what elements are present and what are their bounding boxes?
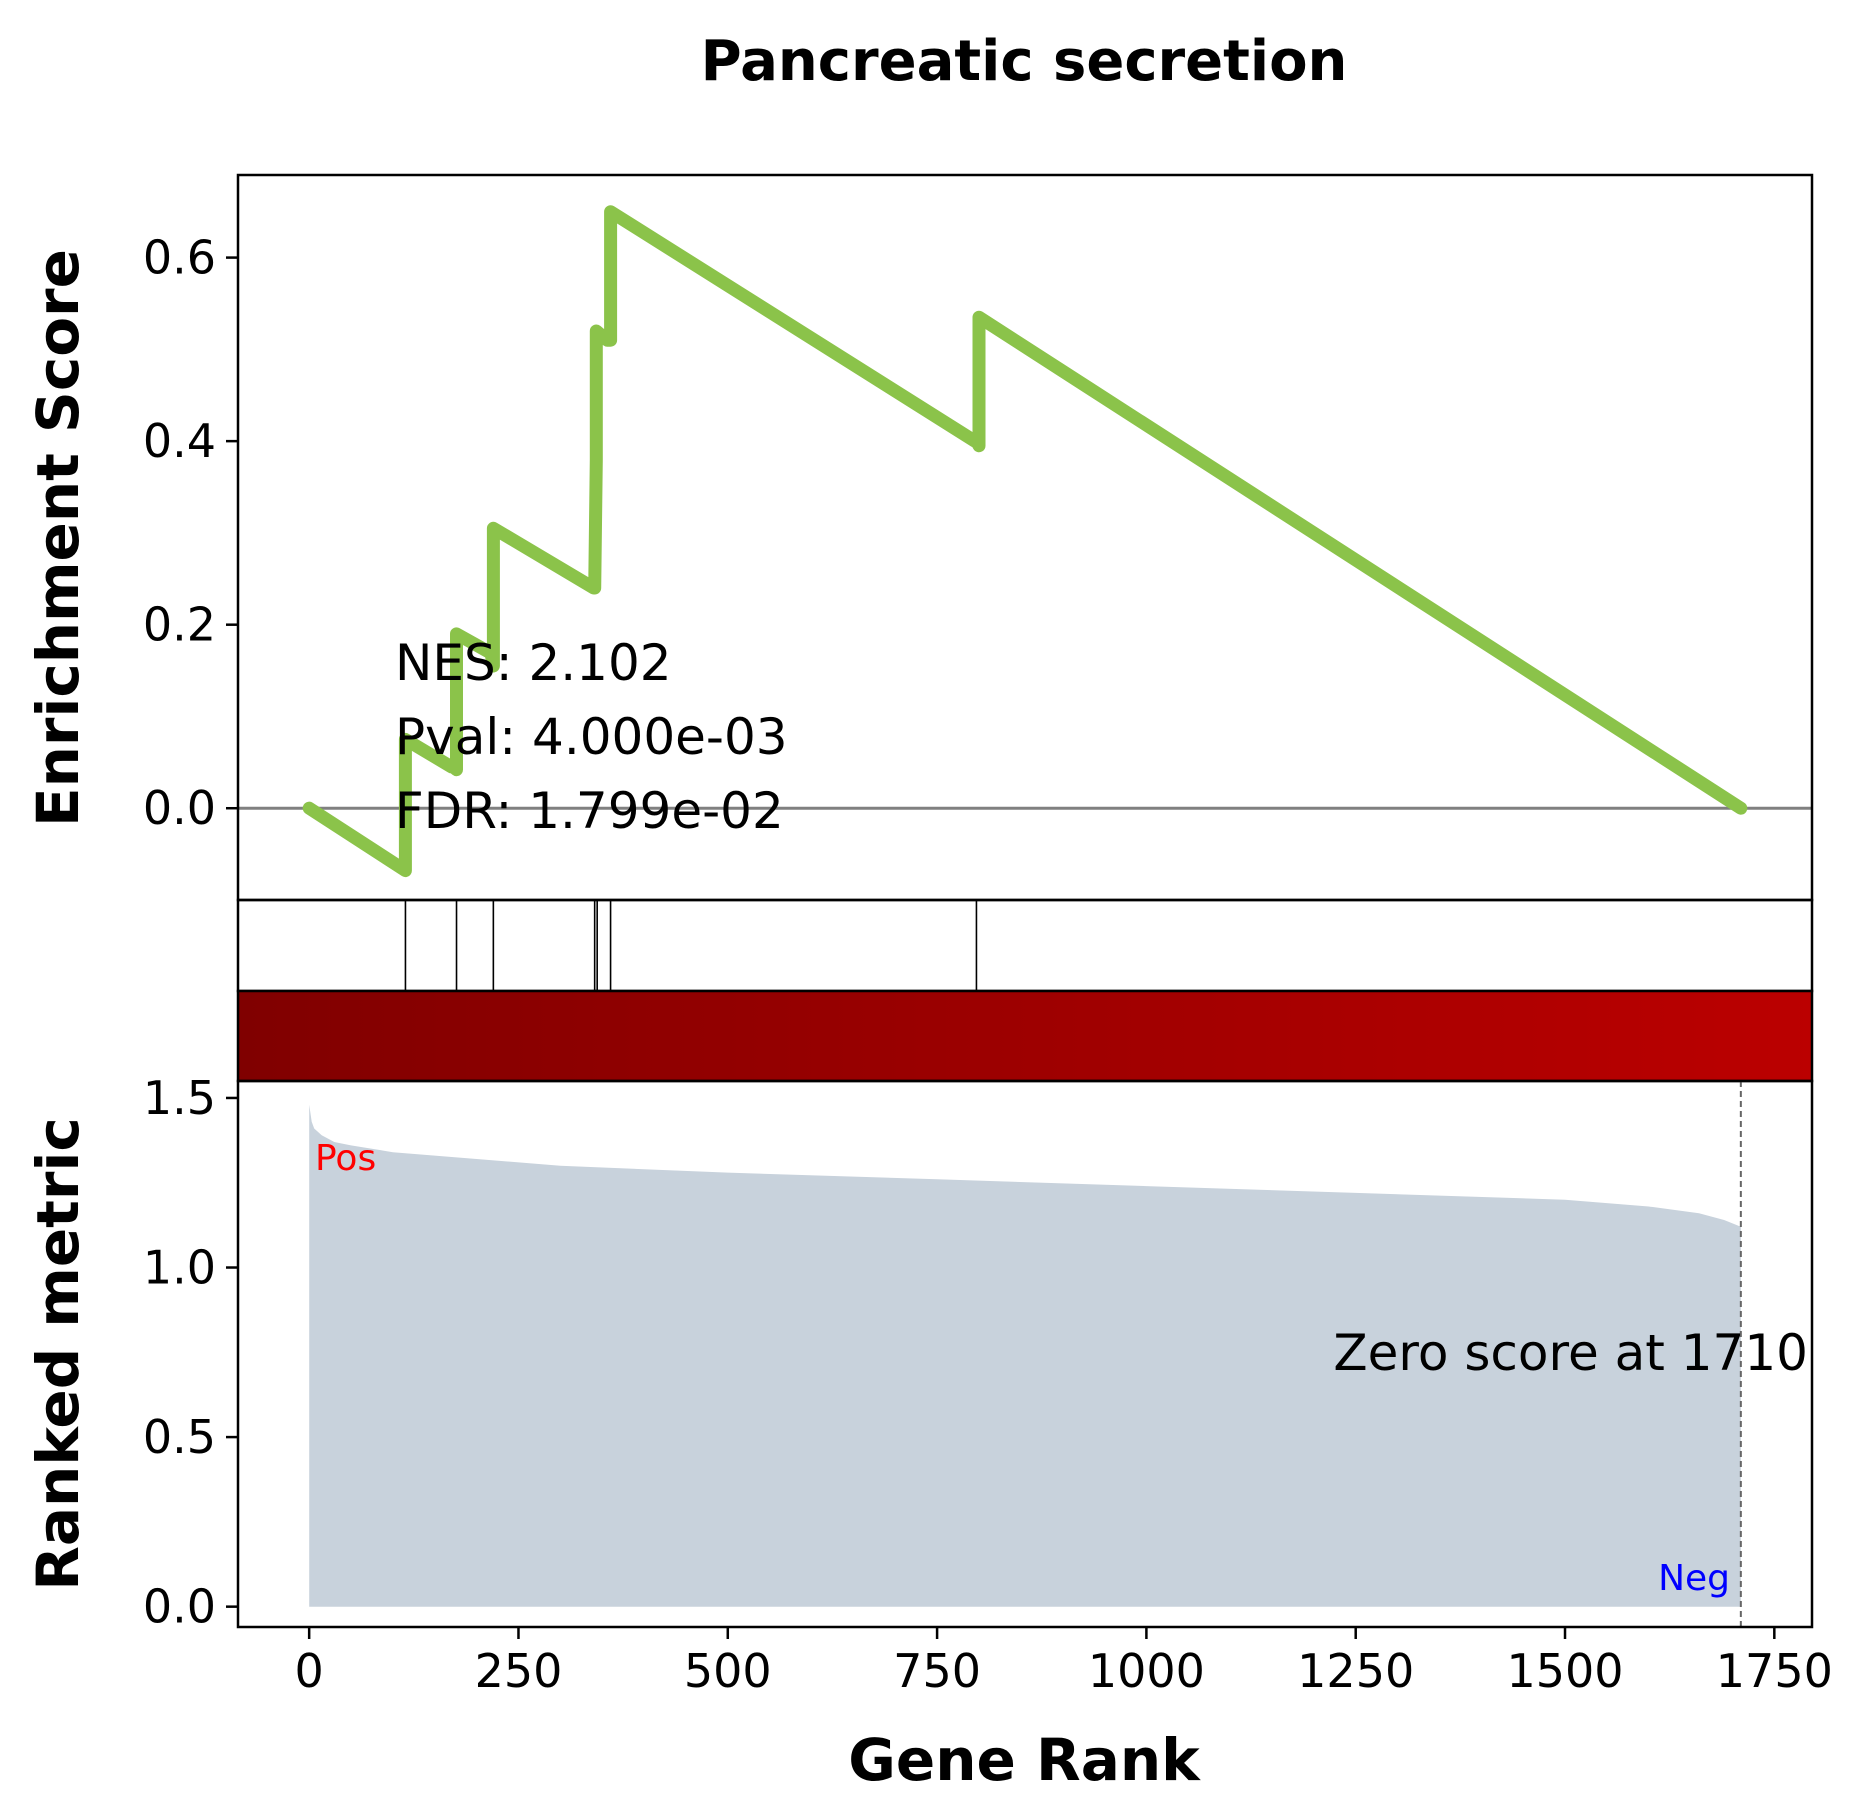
ranked-metric-panel: Pos Neg Zero score at 1710 0.00.51.01.5 … [24,1071,1814,1634]
nes-annotation: NES: 2.102 [395,634,672,692]
hits-panel-frame [236,898,1814,993]
rm-y-tick-label: 0.5 [143,1410,216,1464]
rm-panel-frame [236,1079,1814,1629]
zero-score-annotation: Zero score at 1710 [1333,1324,1808,1382]
es-y-tick-label: 0.0 [143,781,216,835]
pos-label: Pos [315,1138,376,1179]
hit-lines [404,900,978,991]
rm-y-tick-label: 0.0 [143,1580,216,1634]
es-y-tick-label: 0.2 [143,598,216,652]
x-tick-label: 250 [475,1644,563,1698]
x-tick-label: 500 [684,1644,772,1698]
neg-label: Neg [1658,1558,1730,1599]
x-tick-label: 1250 [1297,1644,1414,1698]
es-y-tick-label: 0.4 [143,414,216,468]
ranked-metric-area [309,1104,1741,1607]
rm-y-tick-label: 1.0 [143,1241,216,1295]
x-tick-label: 1750 [1716,1644,1833,1698]
enrichment-score-line [302,205,1748,878]
x-tick-label: 1000 [1088,1644,1205,1698]
rm-y-axis-title: Ranked metric [24,1117,92,1591]
x-tick-label: 1500 [1506,1644,1623,1698]
es-y-axis-title: Enrichment Score [24,249,92,827]
chart-title: Pancreatic secretion [701,29,1348,94]
rm-y-ticks: 0.0 0.5 1.0 1.5 [143,1071,238,1634]
rank-colorbar [236,989,1814,1083]
x-axis-title: Gene Rank [848,1726,1201,1794]
es-y-tick-label: 0.6 [143,231,216,285]
es-y-ticks: 0.0 0.2 0.4 0.6 [143,231,238,835]
x-tick-label: 0 [295,1644,324,1698]
x-axis-ticks: 0 250 500 750 1000 1250 1500 1750 [295,1627,1833,1698]
fdr-annotation: FDR: 1.799e-02 [395,782,784,840]
x-tick-label: 750 [893,1644,981,1698]
enrichment-panel: NES: 2.102 Pval: 4.000e-03 FDR: 1.799e-0… [24,173,1814,902]
rm-y-tick-label: 1.5 [143,1071,216,1125]
pval-annotation: Pval: 4.000e-03 [395,708,788,766]
hits-panel [236,898,1814,993]
